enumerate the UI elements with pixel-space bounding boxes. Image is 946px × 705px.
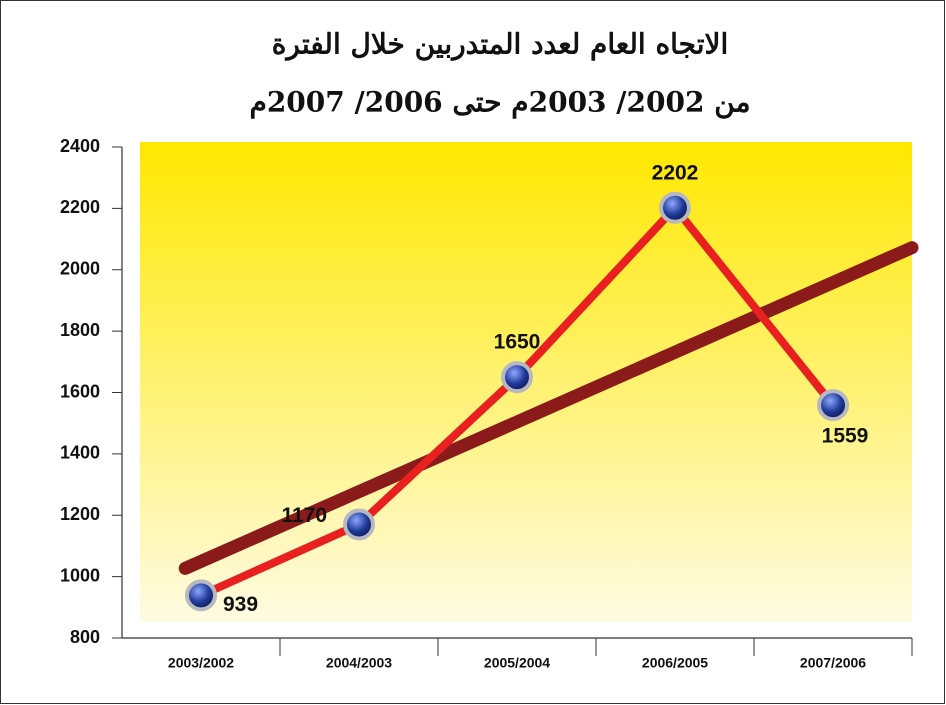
y-tick-label: 1600	[60, 381, 100, 401]
y-tick-label: 2000	[60, 259, 100, 279]
x-tick-label: 2004/2003	[326, 655, 392, 671]
y-tick-label: 1800	[60, 320, 100, 340]
point-marker	[817, 389, 849, 422]
chart-title: الاتجاه العام لعدد المتدربين خلال الفترة	[272, 28, 729, 62]
x-tick-label: 2007/2006	[800, 655, 866, 671]
data-label: 1650	[494, 331, 541, 354]
y-tick-label: 2400	[60, 136, 100, 156]
y-tick-label: 2200	[60, 197, 100, 217]
data-label: 939	[223, 593, 258, 616]
x-tick-label: 2003/2002	[168, 655, 234, 671]
point-marker	[501, 361, 533, 394]
data-label: 1170	[281, 504, 327, 527]
y-tick-label: 800	[70, 627, 100, 647]
data-label: 2202	[652, 161, 699, 184]
chart-subtitle: من 2002/ 2003م حتى 2006/ 2007م	[249, 86, 750, 120]
point-marker	[343, 508, 375, 541]
y-tick-label: 1000	[60, 565, 100, 585]
y-tick-label: 1200	[60, 504, 100, 524]
point-marker	[185, 579, 217, 612]
data-label: 1559	[822, 425, 869, 448]
x-tick-label: 2005/2004	[484, 655, 550, 671]
trend-line	[178, 241, 919, 575]
x-tick-label: 2006/2005	[642, 655, 708, 671]
point-marker	[659, 191, 691, 224]
y-tick-label: 1400	[60, 443, 100, 463]
